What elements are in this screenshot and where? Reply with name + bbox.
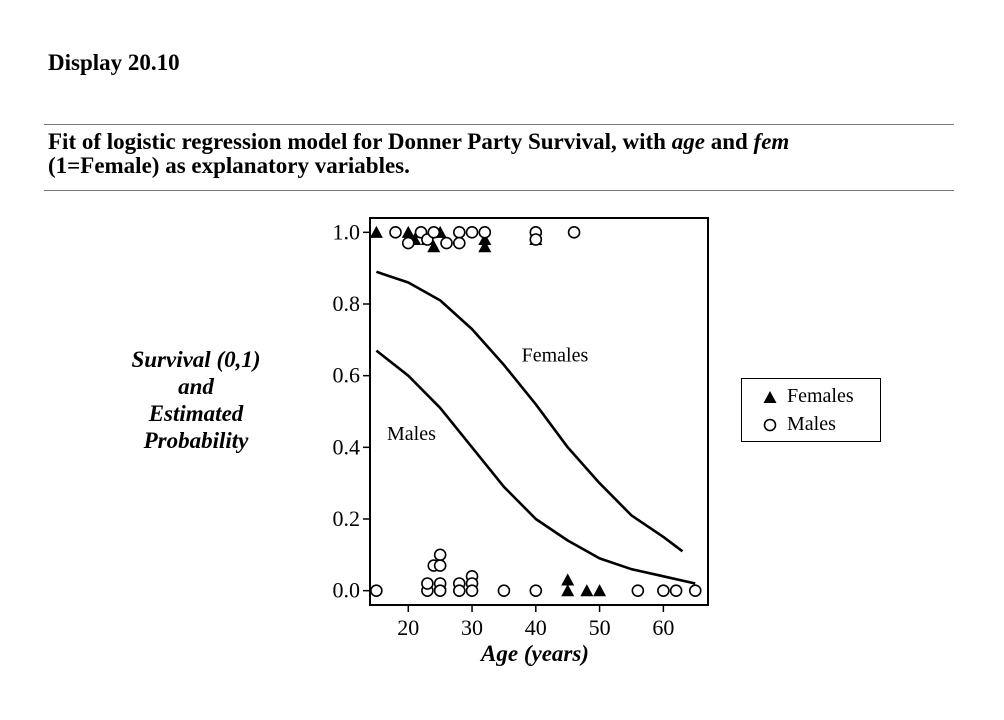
female-point (580, 584, 594, 597)
plot-frame (369, 217, 709, 606)
x-tick-label: 60 (652, 615, 674, 640)
y-axis-title-line-2: and (178, 374, 214, 399)
open-circle-icon (763, 418, 777, 431)
caption-bottom-rule (44, 190, 954, 191)
male-point (465, 226, 479, 239)
x-axis-title: Age (years) (479, 641, 589, 666)
male-point (631, 584, 645, 597)
male-point (452, 584, 466, 597)
y-tick-label: 0.0 (333, 578, 361, 603)
caption-var-age: age (671, 129, 705, 154)
male-point (452, 226, 466, 239)
male-point (370, 584, 383, 597)
x-tick-label: 30 (461, 615, 483, 640)
female-point (369, 225, 383, 238)
fitted-curve-females (375, 270, 684, 553)
female-point (427, 240, 441, 253)
female-point (401, 225, 415, 238)
filled-triangle-icon (763, 390, 777, 403)
male-point (529, 233, 543, 246)
caption-line2: (1=Female) as explanatory variables. (48, 153, 410, 178)
legend-label-males: Males (787, 413, 836, 435)
curve-label-females: Females (522, 344, 589, 366)
y-tick-label: 0.6 (333, 363, 361, 388)
curve-label-males: Males (387, 423, 436, 445)
male-point (465, 584, 479, 597)
female-point (561, 573, 575, 586)
male-point (401, 236, 415, 250)
x-tick-label: 40 (525, 615, 547, 640)
male-point (433, 584, 447, 597)
legend: Females Males (741, 378, 881, 442)
male-point (478, 226, 492, 239)
legend-item-males: Males (762, 413, 836, 436)
figure-caption: Fit of logistic regression model for Don… (48, 130, 954, 178)
male-point (427, 226, 441, 239)
caption-top-rule (44, 124, 954, 125)
male-point (657, 584, 670, 597)
y-tick-label: 1.0 (333, 219, 361, 244)
caption-var-fem: fem (753, 129, 790, 154)
male-point (433, 548, 447, 562)
caption-part1: Fit of logistic regression model for Don… (48, 129, 672, 154)
y-axis-title-line-4: Probability (143, 428, 249, 453)
male-point (688, 584, 702, 597)
y-tick-label: 0.8 (333, 291, 361, 316)
male-point (440, 236, 453, 250)
male-point (529, 584, 543, 597)
male-point (452, 236, 466, 250)
caption-part2: and (704, 129, 754, 154)
legend-item-females: Females (762, 385, 854, 408)
y-axis-title-line-1: Survival (0,1) (131, 347, 261, 372)
x-tick-label: 50 (589, 615, 611, 640)
y-tick-label: 0.2 (333, 506, 361, 531)
y-axis-title-line-3: Estimated (148, 401, 244, 426)
male-point (421, 577, 434, 590)
female-point (593, 584, 607, 597)
y-axis-title: Survival (0,1) and Estimated Probability (96, 346, 296, 454)
female-point (478, 233, 492, 246)
male-point (567, 226, 581, 239)
male-point (389, 226, 402, 239)
legend-label-females: Females (787, 385, 854, 407)
x-tick-label: 20 (397, 615, 419, 640)
male-point (497, 584, 511, 597)
male-point (669, 584, 683, 597)
female-point (478, 240, 492, 253)
male-point (433, 559, 447, 572)
female-point (561, 584, 575, 597)
fitted-curve-males (375, 349, 696, 585)
display-title: Display 20.10 (48, 50, 180, 75)
y-tick-label: 0.4 (333, 434, 361, 459)
